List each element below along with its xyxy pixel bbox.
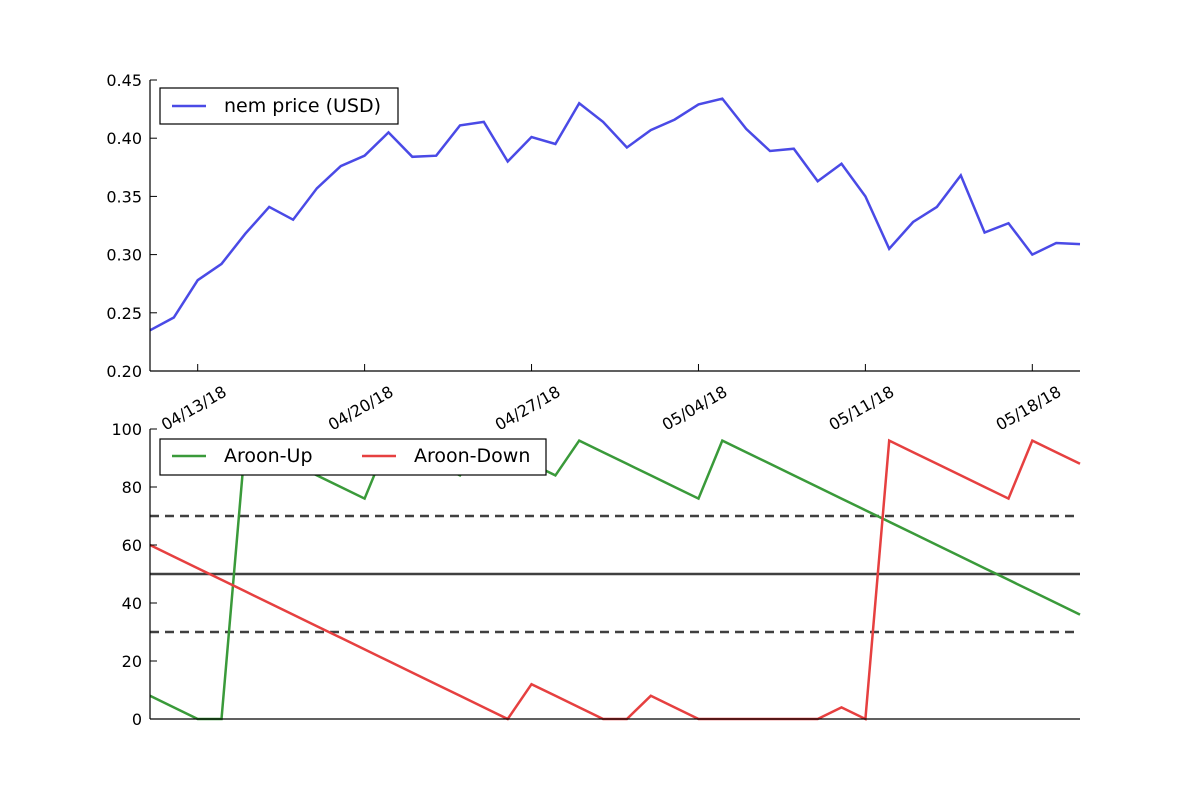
price-series-lines bbox=[149, 97, 1081, 332]
aroon-legend-box bbox=[159, 438, 547, 476]
aroon-y-tick-label: 80 bbox=[122, 478, 142, 497]
aroon-axes bbox=[149, 428, 1080, 720]
price-legend-label: nem price (USD) bbox=[224, 95, 381, 117]
price-axes bbox=[149, 79, 1080, 372]
aroon-reference-lines bbox=[150, 514, 1080, 634]
price-series-line bbox=[149, 97, 1081, 332]
price-y-tick-label: 0.20 bbox=[106, 362, 142, 381]
aroon-y-tick-label: 0 bbox=[132, 710, 142, 729]
aroon-y-tick-label: 40 bbox=[122, 594, 142, 613]
price-y-tick-label: 0.40 bbox=[106, 129, 142, 148]
aroon-chart: 0 20 40 60 80 100 Aroon-Up Aroon-Down bbox=[111, 420, 1081, 729]
aroon-y-tick-labels: 0 20 40 60 80 100 bbox=[111, 420, 142, 729]
price-y-tick-labels: 0.20 0.25 0.30 0.35 0.40 0.45 bbox=[106, 71, 142, 381]
aroon-up-legend-label: Aroon-Up bbox=[224, 445, 313, 467]
aroon-y-tick-label: 100 bbox=[111, 420, 142, 439]
price-legend: nem price (USD) bbox=[159, 87, 399, 125]
price-y-tick-label: 0.45 bbox=[106, 71, 142, 90]
price-y-tick-label: 0.30 bbox=[106, 246, 142, 265]
price-y-tick-label: 0.25 bbox=[106, 304, 142, 323]
aroon-y-tick-label: 60 bbox=[122, 536, 142, 555]
aroon-down-legend-label: Aroon-Down bbox=[414, 445, 530, 467]
aroon-y-tick-label: 20 bbox=[122, 652, 142, 671]
aroon-legend: Aroon-Up Aroon-Down bbox=[159, 438, 547, 476]
price-y-tick-label: 0.35 bbox=[106, 187, 142, 206]
